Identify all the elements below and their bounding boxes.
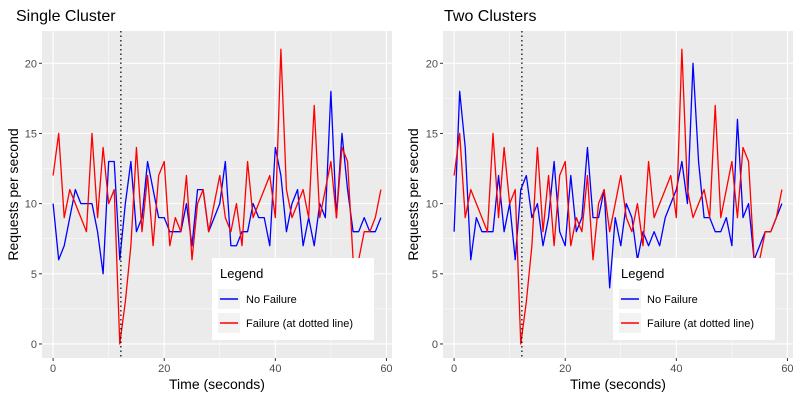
legend-title: Legend: [621, 266, 664, 281]
x-tick-label: 40: [670, 363, 682, 375]
y-axis-title: Requests per second: [5, 128, 21, 260]
y-tick-label: 20: [426, 58, 438, 70]
series-line-no-failure: [453, 62, 783, 289]
x-tick-label: 20: [158, 363, 170, 375]
legend-label: No Failure: [647, 294, 698, 306]
x-tick-label: 60: [380, 363, 392, 375]
chart-panel-1: 0 5 10 15 20 0 20 40 60 Single Cluster Time (secon…: [5, 8, 393, 392]
x-axis-title: Time (seconds): [570, 376, 666, 392]
chart-panel-2: 0 5 10 15 20 0 20 40 60 Two Clusters Time (seconds…: [405, 8, 794, 392]
legend-label: Failure (at dotted line): [647, 318, 754, 330]
x-tick-label: 40: [269, 363, 281, 375]
series-line-failure: [453, 48, 783, 345]
series-line-no-failure: [52, 90, 382, 275]
x-tick-label: 0: [50, 363, 56, 375]
x-tick-label: 20: [559, 363, 571, 375]
chart-title: Single Cluster: [16, 8, 116, 25]
y-tick-label: 10: [426, 199, 438, 211]
x-tick-label: 60: [781, 363, 793, 375]
y-axis-title: Requests per second: [405, 128, 421, 260]
legend: Legend No Failure Failure (at dotted line): [212, 258, 374, 340]
chart-title: Two Clusters: [444, 8, 536, 25]
legend-title: Legend: [220, 266, 263, 281]
series-line-failure: [52, 48, 382, 345]
y-tick-label: 0: [432, 339, 438, 351]
legend-label: No Failure: [246, 294, 297, 306]
y-tick-label: 0: [31, 339, 37, 351]
y-tick-label: 10: [25, 199, 37, 211]
y-tick-label: 5: [31, 269, 37, 281]
x-axis-title: Time (seconds): [169, 376, 265, 392]
y-tick-label: 20: [25, 58, 37, 70]
y-tick-label: 15: [426, 128, 438, 140]
y-tick-label: 5: [432, 269, 438, 281]
y-tick-label: 15: [25, 128, 37, 140]
x-tick-label: 0: [451, 363, 457, 375]
legend: Legend No Failure Failure (at dotted line): [613, 258, 775, 340]
legend-label: Failure (at dotted line): [246, 318, 353, 330]
